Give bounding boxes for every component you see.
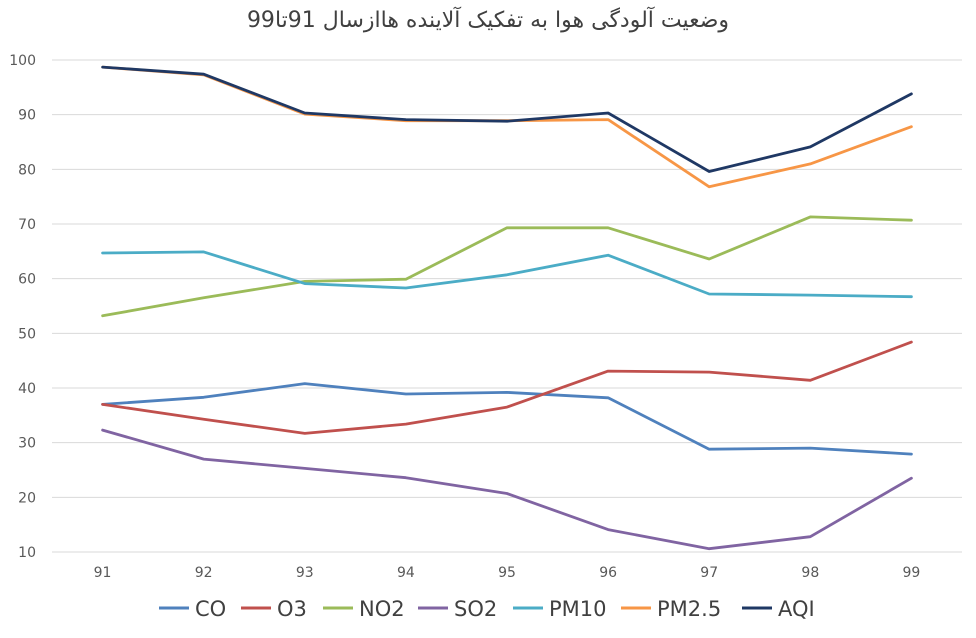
series-line-no2 [101, 215, 913, 318]
legend-item-pm10: PM10 [513, 597, 607, 621]
legend-label: NO2 [359, 597, 405, 621]
series-layer [101, 65, 913, 551]
legend-label: PM10 [549, 597, 607, 621]
x-tick-label: 98 [801, 565, 819, 581]
x-tick-label: 92 [195, 565, 213, 581]
legend-item-no2: NO2 [323, 597, 405, 621]
series-line-co [101, 382, 913, 456]
y-tick-label: 60 [18, 272, 36, 288]
series-line-aqi [101, 65, 913, 173]
grid-layer [52, 59, 962, 553]
y-tick-label: 80 [18, 162, 36, 178]
legend-item-so2: SO2 [418, 597, 497, 621]
x-tick-label: 94 [397, 565, 415, 581]
y-tick-label: 40 [18, 381, 36, 397]
legend-label: CO [195, 597, 226, 621]
y-tick-label: 50 [18, 326, 36, 342]
y-tick-label: 70 [18, 217, 36, 233]
y-tick-label: 10 [18, 545, 36, 561]
y-tick-label: 100 [9, 53, 36, 69]
y-tick-label: 30 [18, 436, 36, 452]
legend-item-co: CO [159, 597, 226, 621]
y-tick-label: 20 [18, 490, 36, 506]
x-tick-label: 91 [94, 565, 112, 581]
series-line-so2 [101, 428, 913, 551]
legend-label: AQI [778, 597, 815, 621]
legend-item-pm25: PM2.5 [621, 597, 721, 621]
series-line-o3 [101, 340, 913, 435]
legend-label: PM2.5 [657, 597, 721, 621]
legend-item-aqi: AQI [742, 597, 815, 621]
x-tick-label: 97 [700, 565, 718, 581]
axis-layer: 10 20 30 40 50 60 70 80 90 100 91 92 93 94 95 96 97 98 99 [9, 53, 920, 581]
x-tick-label: 93 [296, 565, 314, 581]
legend-label: O3 [277, 597, 307, 621]
legend-label: SO2 [454, 597, 497, 621]
chart-title: وضعیت آلودگی هوا به تفکیک آلاینده هاازسا… [246, 8, 730, 33]
x-tick-label: 96 [599, 565, 617, 581]
x-tick-label: 99 [903, 565, 921, 581]
y-tick-label: 90 [18, 108, 36, 124]
legend: CO O3 NO2 SO2 PM10 PM2.5 AQI [159, 597, 815, 621]
x-tick-label: 95 [498, 565, 516, 581]
legend-item-o3: O3 [241, 597, 307, 621]
series-line-pm10 [101, 250, 913, 299]
